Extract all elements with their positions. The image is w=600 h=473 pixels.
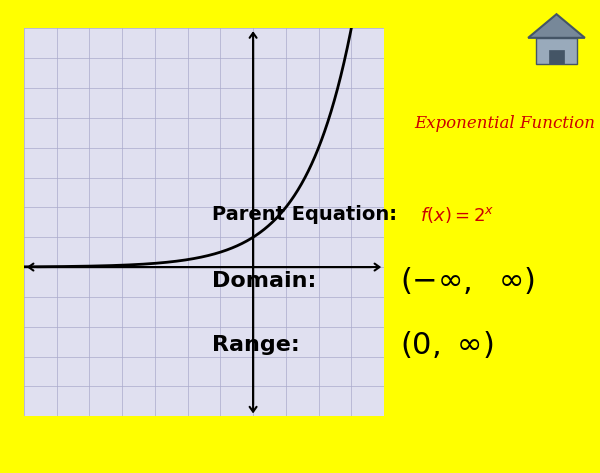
Text: $(0,\ \infty)$: $(0,\ \infty)$ [400, 330, 494, 360]
Polygon shape [528, 14, 585, 38]
Text: Domain:: Domain: [212, 271, 316, 291]
Polygon shape [549, 50, 564, 64]
Polygon shape [536, 38, 577, 64]
Text: $(-\infty,\ \ \infty)$: $(-\infty,\ \ \infty)$ [400, 265, 535, 297]
Text: $f(x) = 2^x$: $f(x) = 2^x$ [420, 205, 494, 225]
Text: Parent Equation:: Parent Equation: [212, 205, 397, 225]
Text: Exponential Function: Exponential Function [414, 114, 595, 131]
Text: Range:: Range: [212, 335, 300, 355]
